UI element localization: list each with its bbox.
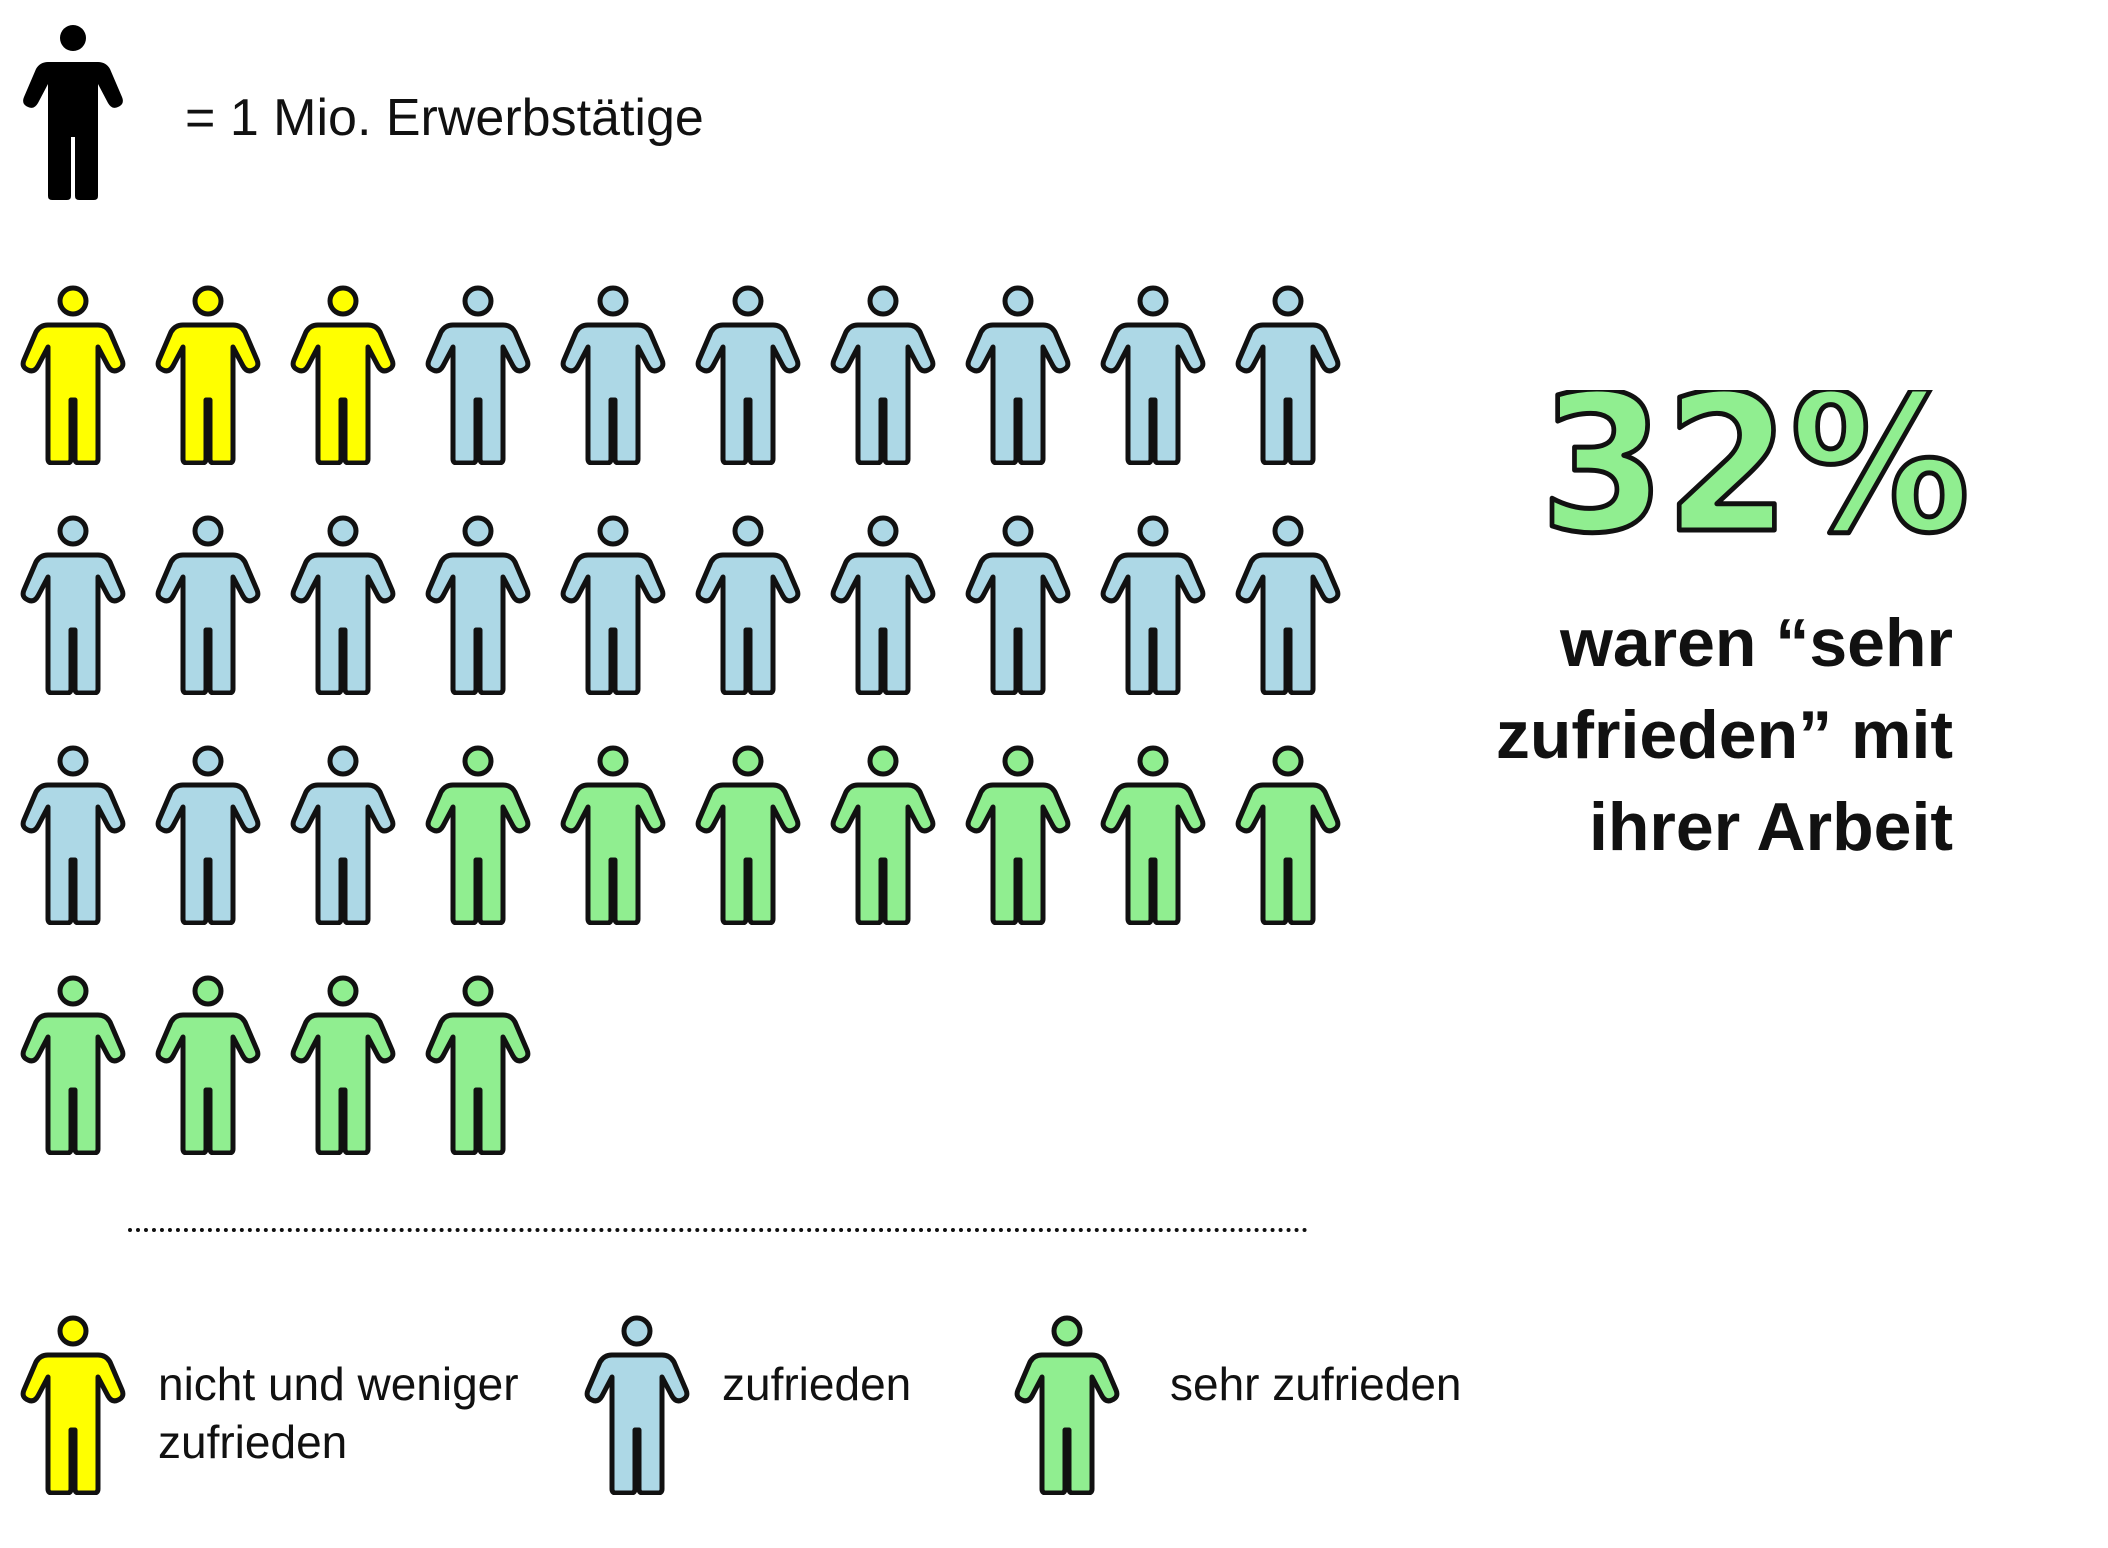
legend-icon-nicht-zufrieden [20,1315,126,1495]
person-icon-sehr-zufrieden [290,975,396,1155]
person-icon-sehr-zufrieden [965,745,1071,925]
person-icon-zufrieden [290,745,396,925]
person-icon-zufrieden [290,515,396,695]
person-icon-sehr-zufrieden [155,975,261,1155]
person-icon-zufrieden [1235,515,1341,695]
person-icon-sehr-zufrieden [425,745,531,925]
person-icon-zufrieden [830,285,936,465]
person-icon-sehr-zufrieden [425,975,531,1155]
legend-label-zufrieden: zufrieden [722,1358,912,1410]
person-icon-zufrieden [425,515,531,695]
person-icon-sehr-zufrieden [1235,745,1341,925]
person-icon-zufrieden [155,515,261,695]
person-icon-zufrieden [830,515,936,695]
person-icon-zufrieden [695,515,801,695]
person-icon-zufrieden [965,515,1071,695]
person-icon-zufrieden [20,745,126,925]
person-icon-zufrieden [1100,515,1206,695]
legend-icon-sehr-zufrieden [1014,1315,1120,1495]
person-icon-sehr-zufrieden [1100,745,1206,925]
person-icon-zufrieden [425,285,531,465]
divider [128,1228,1308,1232]
legend-label-sehr-zufrieden: sehr zufrieden [1170,1358,1462,1410]
person-icon-sehr-zufrieden [20,975,126,1155]
person-icon-zufrieden [1100,285,1206,465]
person-icon-zufrieden [560,515,666,695]
person-icon-zufrieden [1235,285,1341,465]
person-icon-nicht-zufrieden [155,285,261,465]
legend-icon-zufrieden [584,1315,690,1495]
headline-line-1: waren “sehr [1559,605,1953,681]
person-icon-zufrieden [20,515,126,695]
person-icon-zufrieden [695,285,801,465]
person-icon-zufrieden [560,285,666,465]
person-icon-nicht-zufrieden [290,285,396,465]
person-icon-zufrieden [155,745,261,925]
highlight-percent: 32% [1538,390,1973,550]
headline-line-3: ihrer Arbeit [1588,789,1953,865]
person-icon-zufrieden [965,285,1071,465]
person-icon-sehr-zufrieden [560,745,666,925]
person-icon-nicht-zufrieden [20,285,126,465]
headline-line-2: zufrieden” mit [1495,697,1953,773]
legend-label-nicht-zufrieden: nicht und weniger zufrieden [158,1358,519,1468]
person-icon-sehr-zufrieden [695,745,801,925]
scale-label: = 1 Mio. Erwerbstätige [185,89,704,147]
percent-value: 32% [1540,390,1970,550]
person-icon-sehr-zufrieden [830,745,936,925]
person-icon [23,25,123,200]
headline: waren “sehr zufrieden” mit ihrer Arbeit [1496,597,1953,873]
